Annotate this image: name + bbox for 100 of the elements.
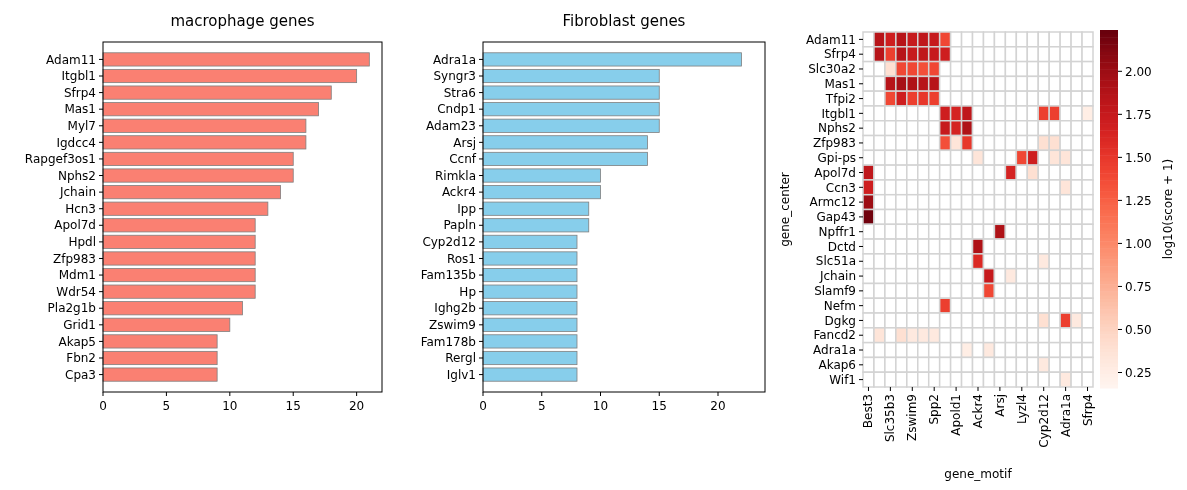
y-tick-label: Npffr1: [818, 224, 856, 239]
bar: [102, 350, 218, 366]
y-tick-label: Iglv1: [446, 367, 476, 382]
y-tick-label: Rimkla: [435, 168, 476, 183]
bar: [482, 118, 660, 133]
y-tick-label: Ccnf: [449, 152, 477, 167]
x-tick-label: 10: [592, 399, 609, 413]
y-tick-label: Stra6: [443, 85, 476, 100]
x-tick-label: Spp2: [927, 394, 942, 425]
bar: [482, 268, 578, 283]
bar: [482, 334, 578, 349]
bar: [482, 185, 601, 200]
y-tick-label: Papln: [443, 218, 476, 233]
y-tick-label: Akap5: [58, 334, 96, 349]
bar: [482, 367, 578, 382]
x-tick-label: Apold1: [949, 394, 964, 436]
bar: [482, 151, 648, 166]
color-bar-label: 1.75: [1125, 107, 1152, 122]
y-tick-label: Adam11: [46, 52, 96, 67]
bar: [482, 350, 578, 366]
bar: [482, 301, 578, 316]
bar: [102, 268, 256, 283]
y-tick-label: Fancd2: [813, 328, 856, 343]
y-tick-label: Armc12: [809, 195, 856, 210]
y-tick-label: Adra1a: [433, 52, 476, 67]
x-tick-label: 15: [285, 399, 301, 413]
y-tick-label: Ccn3: [825, 180, 856, 195]
y-tick-label: Fam178b: [420, 334, 476, 349]
bar: [102, 284, 256, 299]
x-axis-title: gene_motif: [944, 467, 1013, 481]
x-tick-label: Zswim9: [905, 394, 920, 441]
bar: [102, 118, 307, 133]
x-tick-label: Slc35b3: [883, 394, 898, 443]
y-tick-label: Jchain: [58, 185, 96, 200]
x-tick-label: 0: [479, 399, 487, 413]
bar: [102, 151, 294, 166]
y-tick-label: Mdm1: [58, 268, 96, 283]
y-tick-label: Zfp983: [813, 136, 856, 151]
bar: [102, 218, 256, 233]
bar: [102, 52, 370, 67]
y-tick-label: Syngr3: [433, 69, 476, 84]
y-tick-label: Wif1: [829, 372, 856, 387]
y-tick-label: Rapgef3os1: [24, 152, 96, 167]
x-tick-label: 0: [99, 399, 107, 413]
y-tick-label: Tfpi2: [824, 91, 856, 106]
y-tick-label: Itgbl1: [821, 106, 856, 121]
bar: [102, 135, 307, 150]
y-tick-label: Mas1: [64, 102, 96, 117]
y-tick-label: Cpa3: [65, 367, 96, 382]
y-tick-label: Igdcc4: [56, 135, 96, 150]
bar: [482, 234, 578, 249]
bar: [102, 102, 319, 117]
y-tick-label: Jchain: [818, 269, 856, 284]
bar: [482, 52, 742, 67]
y-tick-label: Hcn3: [65, 201, 96, 216]
chart-title: macrophage genes: [170, 12, 315, 30]
x-tick-label: Lyzl4: [1014, 394, 1029, 424]
x-tick-label: 5: [537, 399, 546, 413]
y-tick-label: Dgkg: [824, 313, 856, 328]
bar: [482, 168, 601, 183]
y-tick-label: Zfp983: [53, 251, 96, 266]
y-tick-label: Dctd: [827, 239, 856, 254]
bar: [102, 317, 231, 332]
y-tick-label: Sfrp4: [63, 85, 96, 100]
y-tick-label: Pla2g1b: [47, 301, 96, 316]
x-tick-label: Adra1a: [1058, 394, 1073, 437]
bar: [482, 102, 660, 117]
y-tick-label: Myl7: [67, 118, 96, 133]
y-tick-label: Grid1: [63, 318, 96, 333]
y-tick-label: Hpdl: [68, 235, 96, 250]
x-tick-label: Best3: [861, 394, 876, 429]
bar: [482, 135, 648, 150]
y-tick-label: Wdr54: [56, 284, 96, 299]
bar: [102, 85, 332, 100]
y-tick-label: Adam11: [806, 32, 856, 47]
x-tick-label: Cyp2d12: [1036, 394, 1051, 448]
bar: [482, 284, 578, 299]
x-tick-label: 20: [349, 399, 365, 413]
x-tick-label: 5: [162, 399, 171, 413]
bar: [482, 201, 590, 216]
bar: [482, 218, 590, 233]
y-tick-label: Nphs2: [57, 168, 96, 183]
y-tick-label: Itgbl1: [61, 69, 96, 84]
bar: [102, 185, 281, 200]
bar: [102, 301, 243, 316]
y-tick-label: Arsj: [453, 135, 476, 150]
bar: [102, 68, 358, 84]
color-bar-title: log10(score + 1): [1161, 158, 1175, 260]
y-tick-label: Ipp: [457, 201, 476, 216]
x-tick-label: 10: [222, 399, 238, 413]
chart-title: Fibroblast genes: [562, 12, 686, 30]
y-axis-title: gene_center: [778, 172, 792, 247]
x-tick-label: Sfrp4: [1080, 394, 1095, 427]
color-bar-label: 0.25: [1125, 365, 1152, 380]
y-tick-label: Nphs2: [817, 121, 856, 136]
color-bar-label: 2.00: [1125, 64, 1152, 79]
y-tick-label: Hp: [459, 284, 476, 299]
bar: [102, 334, 218, 349]
y-tick-label: Cndp1: [437, 102, 476, 117]
y-tick-label: Adra1a: [813, 343, 856, 358]
